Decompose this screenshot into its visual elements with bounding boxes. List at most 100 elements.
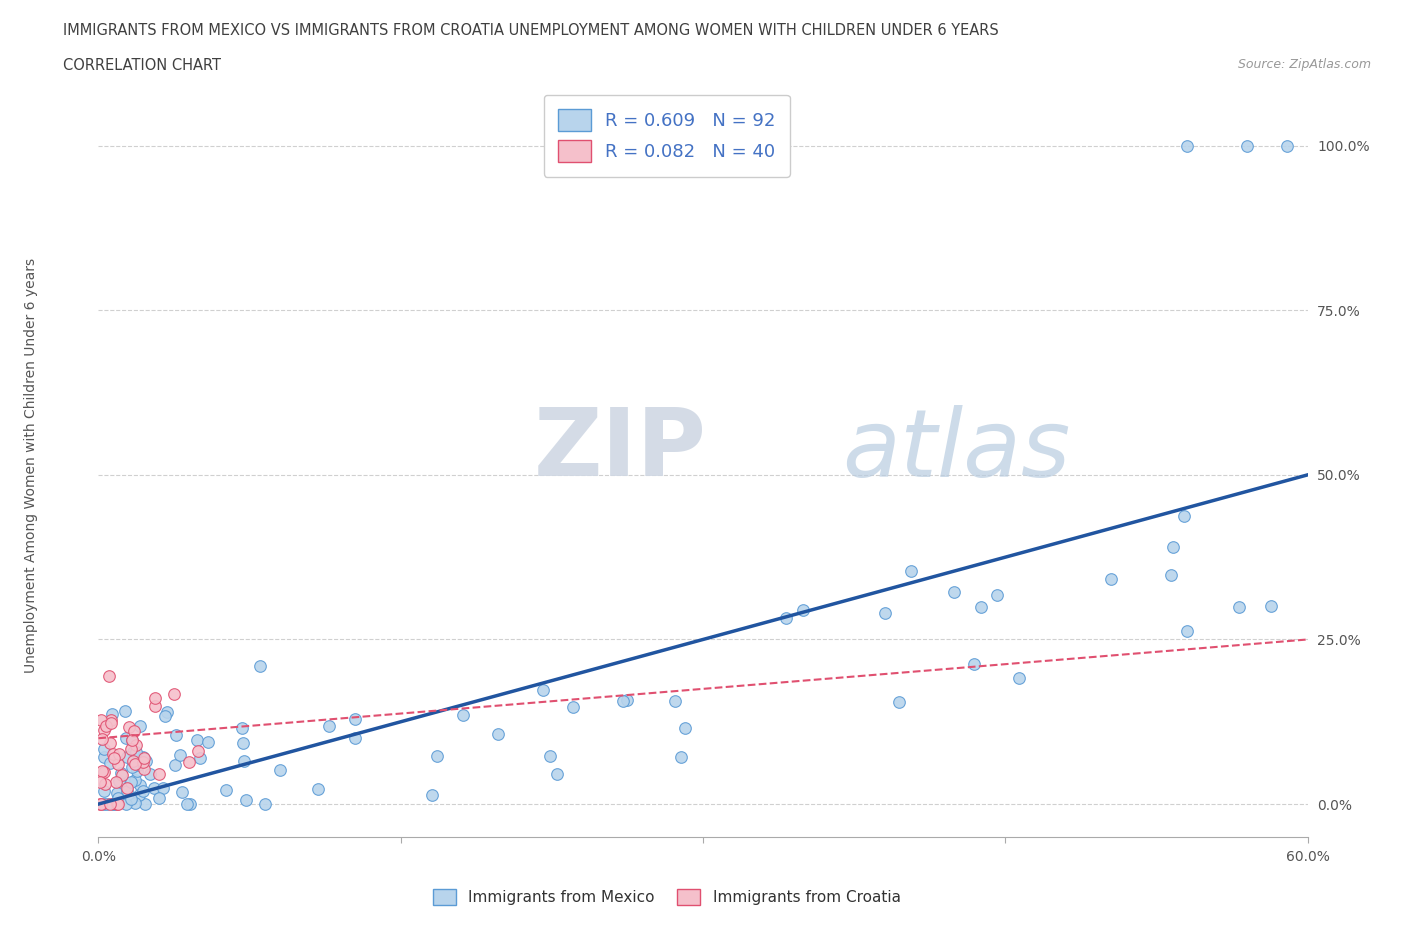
Point	[114, 703, 136, 718]
Point	[426, 749, 449, 764]
Point	[177, 755, 200, 770]
Point	[343, 711, 366, 726]
Point	[108, 774, 131, 789]
Point	[117, 750, 139, 764]
Point	[453, 708, 475, 723]
Point	[155, 709, 177, 724]
Point	[1229, 599, 1251, 614]
Point	[343, 730, 366, 745]
Point	[90, 713, 112, 728]
Point	[96, 797, 118, 812]
Point	[235, 793, 257, 808]
Point	[105, 785, 128, 800]
Point	[105, 797, 128, 812]
Point	[132, 783, 155, 798]
Point	[673, 721, 696, 736]
Point	[108, 747, 131, 762]
Point	[125, 764, 148, 778]
Point	[148, 790, 170, 805]
Point	[122, 745, 145, 760]
Point	[546, 767, 568, 782]
Point	[100, 716, 122, 731]
Point	[93, 723, 115, 737]
Point	[129, 718, 152, 733]
Point	[115, 797, 138, 812]
Legend: Immigrants from Mexico, Immigrants from Croatia: Immigrants from Mexico, Immigrants from …	[427, 883, 907, 911]
Point	[139, 766, 162, 781]
Point	[115, 783, 138, 798]
Point	[165, 758, 187, 773]
Point	[122, 724, 145, 739]
Point	[942, 584, 965, 599]
Point	[127, 758, 149, 773]
Point	[89, 797, 111, 812]
Point	[93, 764, 115, 779]
Point	[132, 751, 155, 765]
Point	[129, 777, 152, 792]
Point	[100, 755, 122, 770]
Point	[124, 773, 146, 788]
Point	[197, 735, 219, 750]
Point	[1277, 139, 1299, 153]
Point	[128, 788, 150, 803]
Point	[143, 690, 166, 705]
Point	[89, 797, 111, 812]
Point	[1175, 624, 1198, 639]
Point	[1173, 509, 1195, 524]
Point	[531, 683, 554, 698]
Point	[100, 712, 122, 727]
Point	[124, 756, 146, 771]
Point	[486, 726, 509, 741]
Point	[132, 762, 155, 777]
Point	[93, 741, 115, 756]
Point	[118, 719, 141, 734]
Point	[179, 797, 201, 812]
Point	[1236, 139, 1258, 153]
Text: ZIP: ZIP	[534, 405, 707, 496]
Point	[163, 686, 186, 701]
Point	[121, 760, 143, 775]
Point	[107, 790, 129, 805]
Point	[889, 695, 911, 710]
Point	[970, 600, 993, 615]
Point	[121, 733, 143, 748]
Point	[94, 718, 117, 733]
Point	[1160, 568, 1182, 583]
Point	[152, 780, 174, 795]
Point	[142, 780, 165, 795]
Point	[101, 747, 124, 762]
Point	[232, 754, 254, 769]
Point	[792, 603, 814, 618]
Point	[187, 744, 209, 759]
Point	[101, 707, 124, 722]
Text: 0.0%: 0.0%	[82, 850, 115, 864]
Point	[110, 765, 132, 780]
Point	[616, 693, 638, 708]
Point	[538, 749, 561, 764]
Point	[1008, 671, 1031, 685]
Point	[103, 751, 125, 765]
Point	[249, 658, 271, 673]
Point	[98, 797, 121, 812]
Point	[91, 732, 114, 747]
Point	[422, 788, 444, 803]
Point	[612, 694, 634, 709]
Point	[1260, 598, 1282, 613]
Point	[231, 721, 253, 736]
Point	[115, 781, 138, 796]
Point	[254, 797, 277, 812]
Point	[107, 757, 129, 772]
Point	[156, 704, 179, 719]
Point	[125, 737, 148, 752]
Point	[900, 564, 922, 578]
Text: 60.0%: 60.0%	[1285, 850, 1330, 864]
Point	[98, 736, 121, 751]
Point	[107, 797, 129, 812]
Point	[120, 791, 142, 806]
Point	[132, 755, 155, 770]
Point	[561, 699, 583, 714]
Text: Unemployment Among Women with Children Under 6 years: Unemployment Among Women with Children U…	[24, 258, 38, 672]
Point	[90, 764, 112, 778]
Point	[169, 748, 191, 763]
Point	[94, 777, 117, 791]
